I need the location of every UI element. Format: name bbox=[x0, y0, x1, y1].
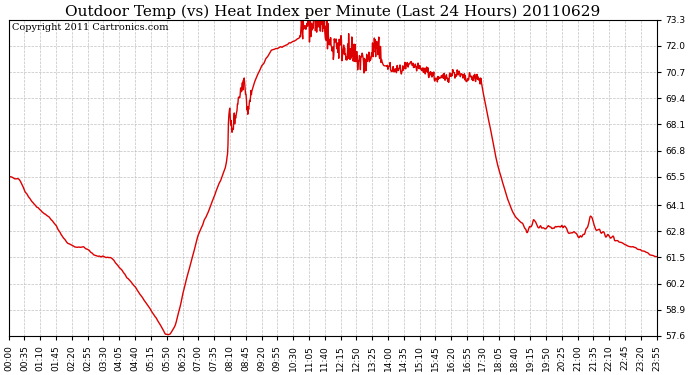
Title: Outdoor Temp (vs) Heat Index per Minute (Last 24 Hours) 20110629: Outdoor Temp (vs) Heat Index per Minute … bbox=[65, 4, 600, 18]
Text: Copyright 2011 Cartronics.com: Copyright 2011 Cartronics.com bbox=[12, 23, 168, 32]
